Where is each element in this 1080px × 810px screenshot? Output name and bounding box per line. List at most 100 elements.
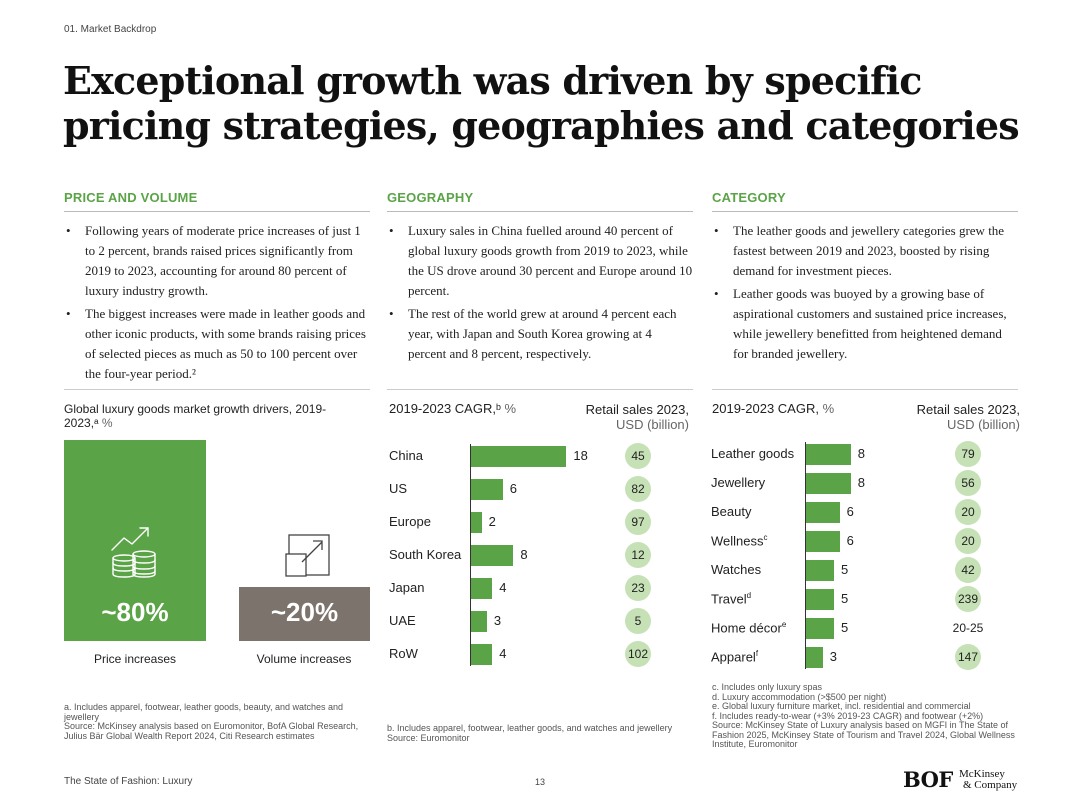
bar (806, 531, 840, 552)
bar (471, 446, 567, 467)
category-label: Traveld (711, 591, 752, 607)
bar-value-label: 4 (499, 580, 507, 595)
sales-title-unit: USD (billion) (616, 417, 689, 432)
bar (806, 647, 823, 668)
retail-sales-bubble: 239 (955, 586, 981, 612)
category-label: UAE (389, 613, 416, 628)
category-label: Beauty (711, 504, 752, 519)
chart-title-text: 2019-2023 CAGR,ᵇ (389, 401, 501, 416)
category-label: Europe (389, 514, 431, 529)
retail-sales-bubble: 97 (625, 509, 651, 535)
bar (471, 545, 514, 566)
retail-sales-bubble: 12 (625, 542, 651, 568)
bar-value-label: 5 (841, 591, 849, 606)
section-label: 01. Market Backdrop (64, 24, 157, 35)
divider (387, 389, 693, 390)
column-geography: GEOGRAPHY Luxury sales in China fuelled … (387, 190, 693, 367)
page-title: Exceptional growth was driven by specifi… (63, 58, 1020, 148)
bar-value-label: 8 (520, 547, 528, 562)
mckinsey-logo-line: & Company (963, 779, 1018, 791)
bar (806, 589, 834, 610)
source-note: Source: Euromonitor (387, 732, 470, 743)
category-cagr-title: 2019-2023 CAGR, % (712, 402, 834, 416)
category-label: Leather goods (711, 446, 795, 461)
sales-title-text: Retail sales 2023, (585, 402, 689, 417)
volume-label: Volume increases (256, 652, 352, 666)
geography-cagr-title: 2019-2023 CAGR,ᵇ % (389, 402, 516, 416)
bar (471, 611, 487, 632)
retail-sales-bubble: 20 (955, 499, 981, 525)
chart-title-unit: % (101, 416, 113, 430)
chart-title-text: 2019-2023 CAGR, (712, 401, 819, 416)
sales-title-unit: USD (billion) (947, 417, 1020, 432)
divider (64, 389, 370, 390)
footnote-marker: c (763, 533, 768, 542)
bar (806, 502, 840, 523)
footnote: c. Includes only luxury spas (712, 682, 823, 692)
column-heading: CATEGORY (712, 190, 1018, 212)
chart-title-unit: % (504, 401, 517, 416)
footnote: d. Luxury accommodation (>$500 per night… (712, 691, 887, 702)
footnote: a. Includes apparel, footwear, leather g… (64, 702, 344, 722)
bar-value-label: 18 (573, 448, 588, 463)
bar-value-label: 5 (841, 620, 849, 635)
category-label: Japan (389, 580, 425, 595)
bullet: The leather goods and jewellery categori… (712, 221, 1018, 281)
footnote: b. Includes apparel, footwear, leather g… (387, 723, 673, 733)
retail-sales-bubble: 82 (625, 476, 651, 502)
price-label: Price increases (93, 652, 177, 666)
category-label: Jewellery (711, 475, 766, 490)
footnote-marker: d (746, 591, 752, 600)
bar-value-label: 3 (829, 649, 838, 664)
retail-sales-bubble: 23 (625, 575, 651, 601)
footnote: f. Includes ready-to-wear (+3% 2019-23 C… (712, 710, 984, 721)
retail-sales-bubble: 56 (955, 470, 981, 496)
bar-value-label: 2 (488, 514, 496, 529)
retail-sales-bubble: 20 (955, 528, 981, 554)
retail-sales-bubble: 102 (625, 641, 651, 667)
bullet: The biggest increases were made in leath… (64, 304, 370, 384)
retail-sales-bubble: 42 (955, 557, 981, 583)
sales-title-text: Retail sales 2023, (916, 402, 1020, 417)
expand-arrow-icon (285, 534, 330, 577)
bar-value-label: 6 (846, 533, 854, 548)
column-category: CATEGORY The leather goods and jewellery… (712, 190, 1018, 367)
bar (471, 512, 482, 533)
category-label: China (389, 448, 423, 463)
mckinsey-logo: McKinsey & Company (959, 769, 1017, 791)
footnote: e. Global luxury furniture market, incl.… (712, 701, 971, 711)
bar-value-label: 3 (493, 613, 502, 628)
bullet: Leather goods was buoyed by a growing ba… (712, 284, 1018, 364)
retail-sales-bubble: 5 (625, 608, 651, 634)
volume-value: ~20% (270, 597, 339, 627)
price-volume-notes: a. Includes apparel, footwear, leather g… (64, 702, 364, 741)
bar-value-label: 4 (499, 646, 507, 661)
mckinsey-logo-line: McKinsey (959, 768, 1005, 780)
bar (471, 578, 493, 599)
bar-value-label: 8 (857, 446, 866, 461)
retail-sales-bubble: 20-25 (952, 621, 984, 635)
coins-growth-icon (111, 527, 156, 578)
geography-notes: b. Includes apparel, footwear, leather g… (387, 723, 677, 743)
bar (806, 618, 834, 639)
bar (471, 479, 503, 500)
footnote-marker: e (781, 620, 787, 629)
category-label: South Korea (389, 547, 462, 562)
bullet: The rest of the world grew at around 4 p… (387, 304, 693, 364)
bar-value-label: 8 (857, 475, 866, 490)
column-price-volume: PRICE AND VOLUME Following years of mode… (64, 190, 370, 387)
price-volume-chart-title: Global luxury goods market growth driver… (64, 402, 354, 430)
geography-sales-title: Retail sales 2023, USD (billion) (555, 402, 689, 432)
page-number: 13 (535, 777, 546, 787)
divider (712, 389, 1018, 390)
column-heading: PRICE AND VOLUME (64, 190, 370, 212)
column-heading: GEOGRAPHY (387, 190, 693, 212)
retail-sales-bubble: 147 (955, 644, 981, 670)
category-label: Home décore (711, 620, 787, 636)
category-label: Apparelf (711, 649, 759, 665)
chart-axis (805, 442, 806, 669)
bullet: Following years of moderate price increa… (64, 221, 370, 301)
bar (806, 560, 834, 581)
price-value: ~80% (101, 597, 169, 627)
bof-logo: BOF (903, 767, 953, 792)
